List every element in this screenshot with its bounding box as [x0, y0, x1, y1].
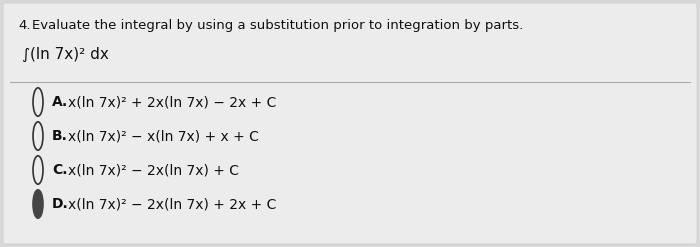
Text: x(ln 7x)² + 2x(ln 7x) − 2x + C: x(ln 7x)² + 2x(ln 7x) − 2x + C — [68, 95, 276, 109]
Text: 4.: 4. — [18, 19, 31, 32]
Text: x(ln 7x)² − x(ln 7x) + x + C: x(ln 7x)² − x(ln 7x) + x + C — [68, 129, 259, 143]
Text: B.: B. — [52, 129, 68, 143]
Text: x(ln 7x)² − 2x(ln 7x) + C: x(ln 7x)² − 2x(ln 7x) + C — [68, 163, 239, 177]
Ellipse shape — [33, 190, 43, 218]
FancyBboxPatch shape — [3, 3, 697, 244]
Text: A.: A. — [52, 95, 69, 109]
Text: C.: C. — [52, 163, 67, 177]
Text: ∫(ln 7x)² dx: ∫(ln 7x)² dx — [22, 47, 109, 62]
Text: Evaluate the integral by using a substitution prior to integration by parts.: Evaluate the integral by using a substit… — [32, 19, 524, 32]
Text: D.: D. — [52, 197, 69, 211]
Text: x(ln 7x)² − 2x(ln 7x) + 2x + C: x(ln 7x)² − 2x(ln 7x) + 2x + C — [68, 197, 276, 211]
